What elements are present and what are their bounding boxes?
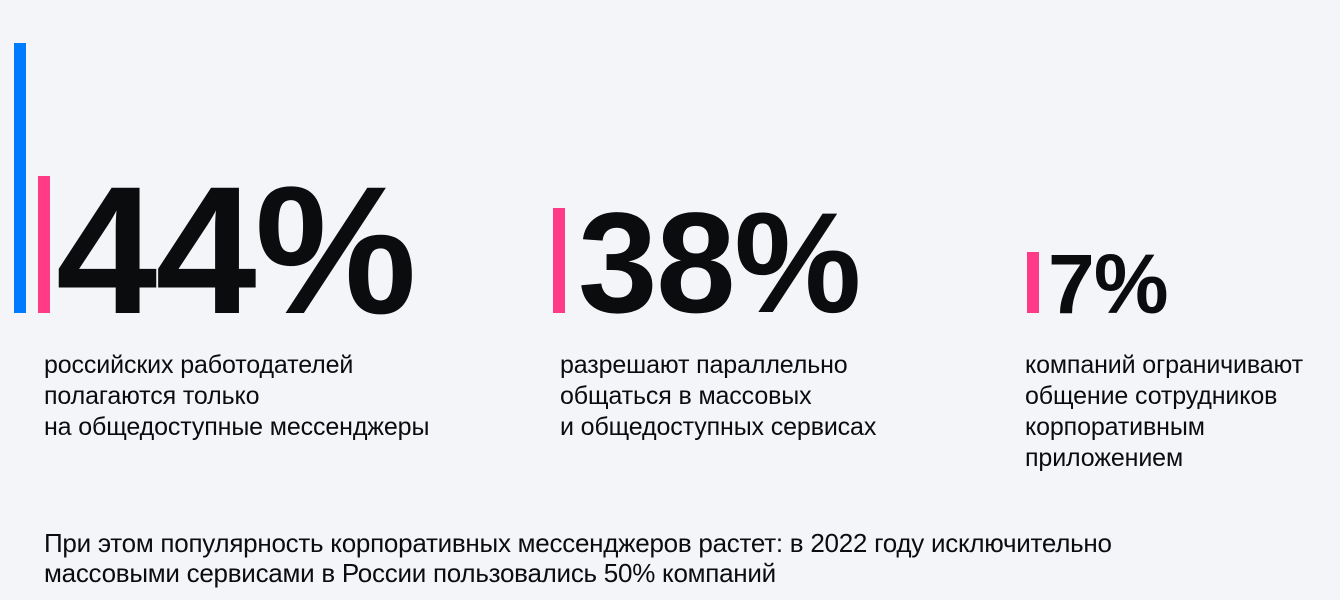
stat-1-marker-bar [38,176,50,313]
stat-3-marker-bar [1027,252,1039,313]
stat-3-description-line: корпоративным [1025,413,1205,441]
stat-2-value: 38% [578,184,861,343]
stat-2-description-line: и общедоступных сервисах [560,413,877,441]
footer-note-line: При этом популярность корпоративных месс… [44,528,1112,558]
stat-1-description-line: полагаются только [44,382,260,410]
stat-2-marker-bar [553,208,565,313]
stat-3-description-line: компаний ограничивают [1025,351,1303,379]
footer-note-line: массовыми сервисами в России пользовалис… [44,558,776,588]
stat-3-description-line: приложением [1025,444,1184,472]
stat-2-description: разрешают параллельно общаться в массовы… [560,350,876,443]
stat-3-value: 7% [1048,237,1169,331]
stat-3-description: компаний ограничивают общение сотруднико… [1025,350,1303,474]
stat-2-description-line: общаться в массовых [560,382,812,410]
stat-1-description-line: на общедоступные мессенджеры [44,413,430,441]
stat-1-value: 44% [56,148,417,352]
blue-accent-bar [14,43,26,313]
stat-1-description: российских работодателей полагаются толь… [44,350,429,443]
stat-3-description-line: общение сотрудников [1025,382,1278,410]
footer-note: При этом популярность корпоративных месс… [44,528,1112,588]
stat-2-description-line: разрешают параллельно [560,351,848,379]
stat-1-description-line: российских работодателей [44,351,354,379]
